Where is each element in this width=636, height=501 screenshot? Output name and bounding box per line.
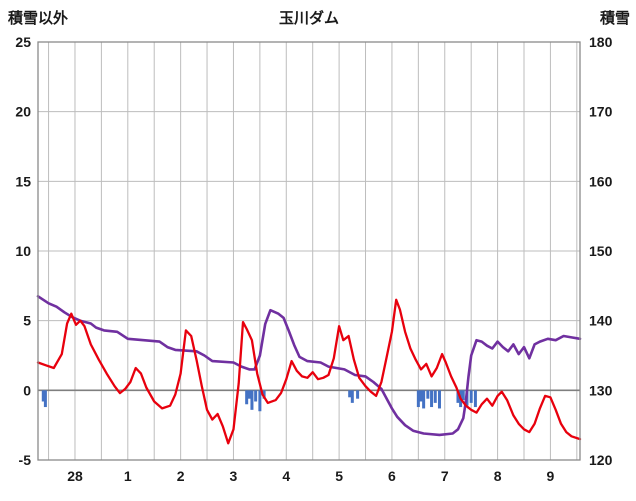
right-axis-tick: 120 — [589, 452, 613, 468]
blue-bars — [422, 390, 426, 409]
left-axis-tick: -5 — [19, 452, 32, 468]
x-axis-tick: 9 — [547, 468, 555, 484]
blue-bars — [250, 390, 254, 410]
left-axis-tick: 20 — [15, 104, 31, 120]
blue-bars — [247, 390, 251, 399]
right-axis-tick: 160 — [589, 173, 613, 189]
blue-bars — [416, 390, 420, 408]
blue-bars — [348, 390, 352, 398]
blue-bars — [262, 390, 266, 399]
x-axis-tick: 8 — [494, 468, 502, 484]
blue-bars — [350, 390, 354, 403]
blue-bars — [426, 390, 430, 399]
left-axis-tick: 0 — [23, 382, 31, 398]
right-axis-tick: 140 — [589, 313, 613, 329]
right-axis-tick: 170 — [589, 104, 613, 120]
x-axis-tick: 5 — [335, 468, 343, 484]
blue-bars — [41, 390, 45, 402]
plot-frame — [37, 41, 581, 461]
left-axis-tick: 5 — [23, 313, 31, 329]
x-axis-tick: 3 — [230, 468, 238, 484]
blue-bars — [473, 390, 477, 408]
left-axis-tick: 15 — [15, 173, 31, 189]
right-axis-tick: 180 — [589, 34, 613, 50]
blue-bars — [43, 390, 47, 408]
left-axis-tick: 25 — [15, 34, 31, 50]
left-axis-red-line — [36, 298, 582, 445]
blue-bars — [437, 390, 441, 409]
x-axis-tick: 1 — [124, 468, 132, 484]
x-axis-tick: 2 — [177, 468, 185, 484]
x-axis-tick: 7 — [441, 468, 449, 484]
blue-bars — [430, 390, 434, 408]
blue-bars — [419, 390, 423, 402]
chart-title: 玉川ダム — [278, 10, 339, 27]
left-axis-title: 積雪以外 — [8, 10, 69, 27]
blue-bars — [254, 390, 258, 402]
blue-bars — [258, 390, 262, 412]
x-axis-tick: 6 — [388, 468, 396, 484]
blue-bars — [469, 390, 473, 403]
left-axis-tick: 10 — [15, 243, 31, 259]
blue-bars — [433, 390, 437, 403]
right-axis-purple-line — [36, 295, 582, 437]
blue-bars — [356, 390, 360, 399]
blue-bars — [245, 390, 249, 405]
blue-bars — [456, 390, 460, 403]
right-axis-title: 積雪 — [599, 10, 630, 27]
blue-bars — [461, 390, 465, 401]
right-axis-tick: 150 — [589, 243, 613, 259]
x-axis-tick: 28 — [67, 468, 83, 484]
right-axis-tick: 130 — [589, 382, 613, 398]
x-axis-tick: 4 — [282, 468, 290, 484]
